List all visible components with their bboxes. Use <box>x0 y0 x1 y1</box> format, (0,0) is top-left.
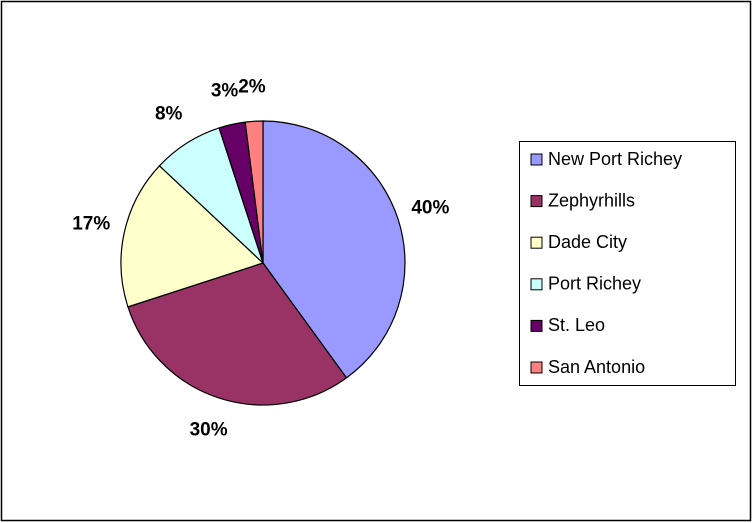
legend-label: Port Richey <box>548 274 641 294</box>
data-label: 3% <box>211 80 239 101</box>
legend-label: New Port Richey <box>548 149 682 169</box>
legend-swatch <box>530 236 543 249</box>
legend-label: San Antonio <box>548 357 645 377</box>
legend-swatch <box>530 195 543 208</box>
data-label: 40% <box>411 198 449 219</box>
data-label: 17% <box>72 214 110 235</box>
legend-swatch <box>530 319 543 332</box>
legend-label: Dade City <box>548 232 627 252</box>
legend-swatch <box>530 278 543 291</box>
legend-box <box>519 141 736 386</box>
legend-label: Zephyrhills <box>548 190 635 210</box>
pie-slice <box>262 120 406 379</box>
legend-swatch <box>530 153 543 166</box>
legend: New Port Richey Zephyrhills Dade City Port … <box>530 149 682 377</box>
legend-label: St. Leo <box>548 315 605 335</box>
pie-slice <box>244 120 264 264</box>
data-label: 2% <box>238 76 266 97</box>
pie-slice <box>127 262 348 406</box>
legend-swatch <box>530 361 543 374</box>
pie: 40% 30% 17% 8% 3% 2% <box>72 76 449 440</box>
data-label: 8% <box>155 103 183 124</box>
data-label: 30% <box>190 419 228 440</box>
pie-slice <box>120 164 265 308</box>
